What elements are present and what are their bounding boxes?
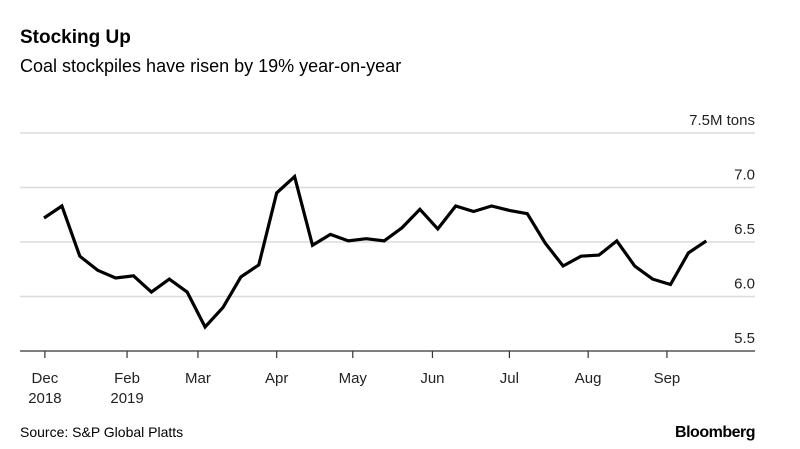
x-tick-label: May	[339, 370, 368, 387]
x-tick-label: Apr	[265, 370, 288, 387]
y-tick-label: 6.5	[734, 221, 755, 238]
y-tick-label: 7.0	[734, 167, 755, 184]
y-tick-label: 6.0	[734, 276, 755, 293]
x-tick-label: Aug	[575, 370, 602, 387]
x-tick-sublabel: 2019	[110, 390, 143, 407]
chart-subtitle: Coal stockpiles have risen by 19% year-o…	[20, 56, 402, 76]
stockpile-series-line	[43, 173, 708, 330]
x-tick-label: Sep	[654, 370, 681, 387]
source-note: Source: S&P Global Platts	[20, 424, 184, 440]
x-tick-sublabel: 2018	[28, 390, 61, 407]
bloomberg-logo: Bloomberg	[675, 424, 755, 441]
x-tick-label: Dec	[32, 370, 59, 387]
y-tick-label: 5.5	[734, 330, 755, 347]
x-tick-label: Jul	[500, 370, 519, 387]
x-tick-label: Feb	[114, 370, 140, 387]
x-tick-label: Jun	[420, 370, 444, 387]
y-tick-label: 7.5M tons	[689, 112, 755, 129]
x-tick-label: Mar	[185, 370, 211, 387]
chart-title: Stocking Up	[20, 27, 131, 48]
